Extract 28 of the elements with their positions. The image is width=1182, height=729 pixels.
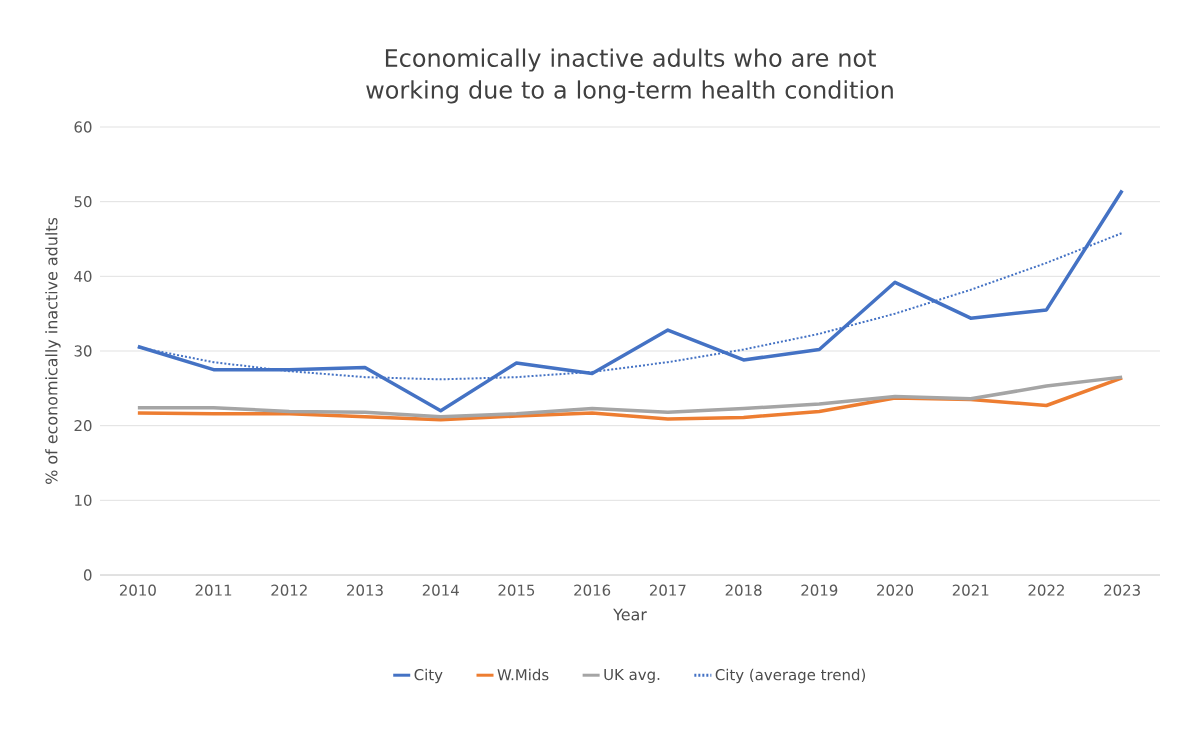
x-tick-label: 2015 [498, 584, 535, 596]
y-tick-label: 20 [74, 420, 92, 432]
x-tick-label: 2016 [574, 584, 611, 596]
x-tick-label: 2019 [801, 584, 838, 596]
x-tick-label: 2022 [1028, 584, 1064, 596]
x-tick-label: 2010 [119, 584, 156, 596]
x-tick-label: 2017 [649, 584, 686, 596]
x-tick-label: 2011 [195, 584, 232, 596]
x-tick-label: 2012 [271, 584, 307, 596]
legend-label: City (average trend) [715, 668, 866, 684]
legend-label: UK avg. [604, 669, 660, 684]
x-tick-label: 2014 [422, 584, 459, 596]
y-axis-title: % of economically inactive adults [45, 217, 61, 484]
legend-label: City [414, 668, 443, 684]
y-tick-label: 0 [83, 569, 92, 581]
y-tick-label: 60 [74, 121, 92, 133]
chart-title: Economically inactive adults who are not working due to a long-term health condition [366, 48, 893, 104]
x-tick-label: 2018 [725, 584, 762, 596]
y-tick-label: 50 [74, 196, 92, 208]
x-axis-title: Year [613, 608, 647, 621]
legend-label: W.Mids [497, 668, 549, 681]
x-tick-label: 2023 [1104, 584, 1140, 596]
y-tick-label: 30 [74, 345, 92, 357]
x-tick-label: 2013 [347, 584, 383, 596]
y-tick-label: 10 [75, 494, 92, 506]
x-tick-label: 2021 [952, 584, 989, 596]
x-tick-label: 2020 [877, 584, 914, 596]
y-tick-label: 40 [74, 270, 92, 282]
